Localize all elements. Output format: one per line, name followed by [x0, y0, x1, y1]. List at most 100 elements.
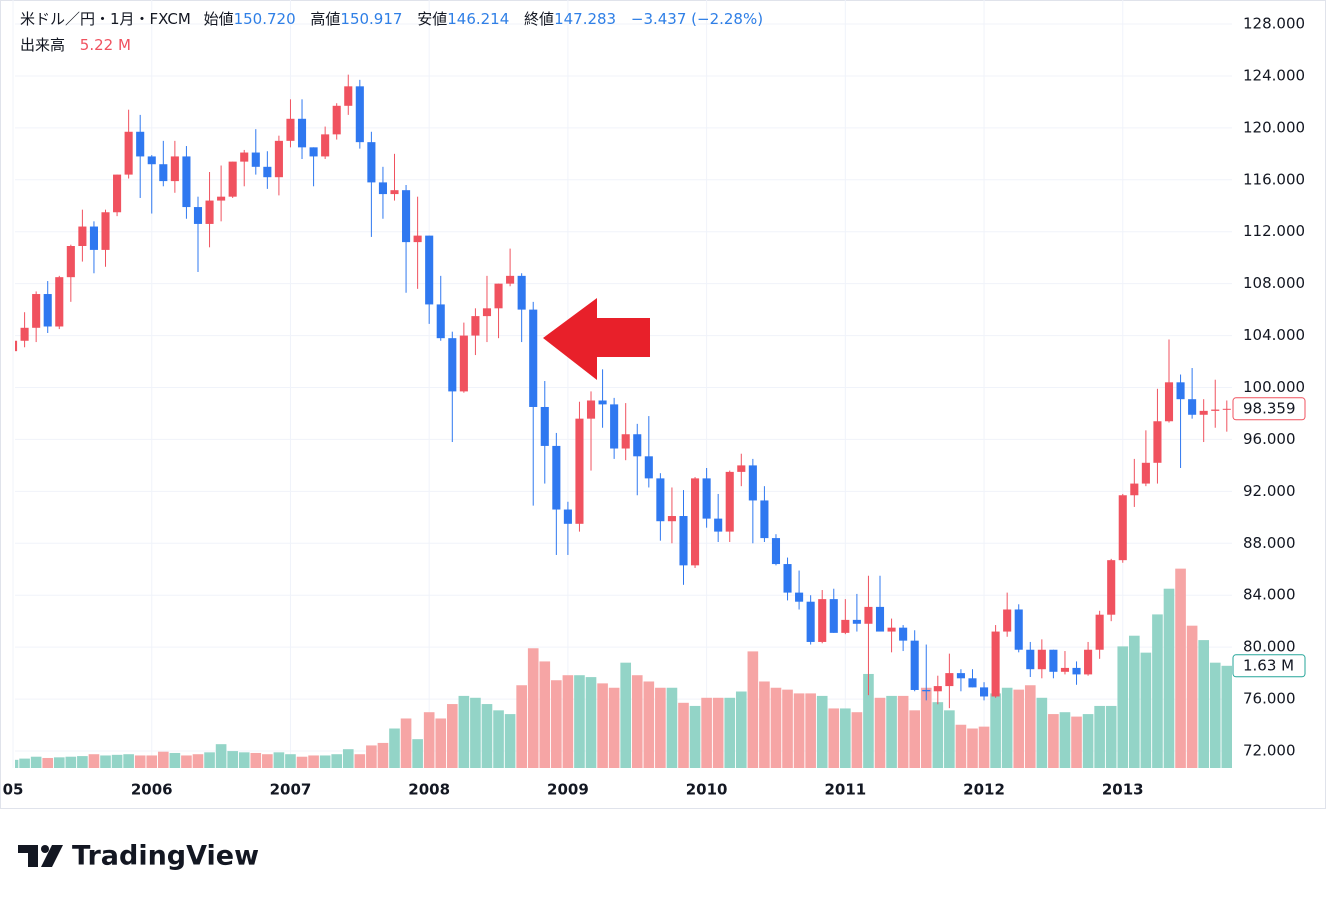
arrow-annotation [543, 298, 650, 380]
volume-bar [42, 757, 54, 768]
grid [12, 0, 1232, 768]
volume-bar [770, 687, 782, 768]
candle-body [864, 606, 873, 624]
volume-bar [678, 702, 689, 768]
candle-body [182, 156, 191, 208]
volume-bar [1221, 665, 1232, 768]
volume-bar [805, 693, 816, 768]
axes: 72.000 76.000 80.000 84.000 88.000 92.000 96.0… [3, 15, 1306, 799]
candle-body [113, 174, 122, 213]
volume-bar [134, 755, 146, 768]
candle-body [1153, 421, 1162, 463]
volume-bar [296, 756, 308, 768]
chart-frame [0, 0, 1326, 809]
volume-bar [412, 739, 423, 768]
volume-bar [77, 756, 88, 768]
volume-bar [516, 685, 527, 768]
volume-bar [1071, 716, 1082, 768]
volume-bar [111, 754, 123, 768]
volume-bar [574, 675, 585, 768]
volume-bar [747, 651, 759, 768]
volume-bar [400, 718, 412, 768]
volume-bar [874, 697, 886, 768]
candle-body [887, 627, 896, 632]
volume-bar [1105, 705, 1117, 768]
volume-bar [227, 751, 238, 768]
last-price-label: 98.359 [1243, 399, 1296, 417]
last-price-box [1232, 397, 1306, 421]
x-tick-label: 2009 [547, 781, 589, 799]
volume-bar [932, 702, 944, 768]
candle-body [32, 294, 41, 328]
candle-body [1037, 649, 1046, 670]
candle-body [286, 118, 295, 141]
candle-body [506, 275, 515, 284]
volume-bar [204, 752, 215, 768]
volume-bar [608, 687, 620, 768]
volume-bar [920, 687, 932, 768]
volume-bar [493, 710, 504, 768]
volume-bar [1036, 697, 1048, 768]
volume-bar [551, 680, 562, 768]
candle-body [459, 335, 468, 392]
candle-body [633, 434, 642, 457]
candle-body [355, 86, 364, 143]
volume-bar [15, 759, 19, 768]
volume-bar [238, 752, 250, 768]
y-tick-label: 116.000 [1243, 170, 1305, 188]
candle-body [1014, 609, 1023, 650]
volume-bar [840, 708, 851, 768]
volume-bar [1152, 614, 1163, 768]
candle-body [15, 340, 18, 352]
volume-bar [735, 691, 747, 768]
volume-bar [377, 742, 389, 768]
candle-body [968, 678, 977, 688]
candle-body [274, 140, 283, 178]
candle-body [991, 631, 1000, 697]
high-label: 高値 [310, 10, 340, 28]
volume-bar [446, 704, 458, 768]
candle-body [147, 156, 156, 165]
volume-bar [389, 728, 400, 768]
candle-body [344, 86, 353, 106]
candle-body [806, 601, 815, 642]
candle-body [159, 164, 168, 182]
candle-body [20, 327, 29, 341]
y-tick-label: 88.000 [1243, 534, 1296, 552]
candle-body [979, 687, 989, 697]
volume-bar [146, 755, 158, 768]
candle-body [263, 166, 272, 178]
volume-bar [504, 714, 516, 768]
candle-body [217, 196, 226, 201]
symbol: 米ドル／円・1月・FXCM [20, 10, 191, 28]
y-tick-label: 112.000 [1243, 222, 1305, 240]
volume-bar [712, 697, 724, 768]
y-tick-label: 124.000 [1243, 66, 1305, 84]
volume-bar [1001, 687, 1013, 768]
candle-body [1107, 560, 1116, 615]
candle-body [714, 518, 723, 532]
candle-body [610, 404, 619, 449]
volume-bar [481, 704, 493, 768]
candle-body [1164, 382, 1174, 422]
x-tick-label: 2006 [131, 781, 173, 799]
candle-body [436, 304, 445, 339]
volume-bar [470, 697, 481, 768]
volume-bar [65, 756, 77, 768]
y-tick-label: 120.000 [1243, 118, 1305, 136]
candle-body [737, 465, 746, 472]
last-volume-box [1232, 654, 1306, 678]
change-value: −3.437 (−2.28%) [631, 10, 763, 28]
volume-bar [828, 708, 840, 768]
candle-body [240, 152, 249, 162]
volume-bar [319, 755, 331, 768]
candle-body [933, 686, 942, 692]
volume-bar [1209, 662, 1221, 768]
header: 米ドル／円・1月・FXCM 始値150.720 高値150.917 安値146.… [20, 10, 763, 54]
volume-bar [851, 712, 863, 768]
volume-bar [273, 752, 285, 768]
x-tick-label: 2008 [408, 781, 450, 799]
x-tick-label: 2013 [1102, 781, 1144, 799]
x-tick-label: 2012 [963, 781, 1005, 799]
candle-body [1026, 649, 1035, 670]
